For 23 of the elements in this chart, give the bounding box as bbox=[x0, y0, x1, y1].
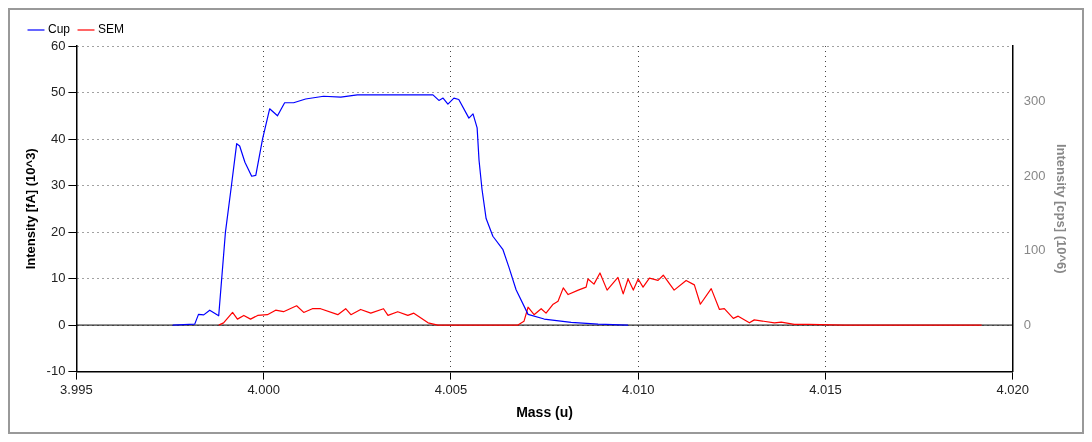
y-tick-label: 10 bbox=[50, 270, 66, 286]
x-tick-label: 3.995 bbox=[60, 381, 93, 397]
y-tick-label: 0 bbox=[58, 316, 66, 332]
x-tick-label: 4.020 bbox=[996, 381, 1029, 397]
y-tick-label: 30 bbox=[50, 177, 66, 193]
y2-tick-label: 0 bbox=[1023, 316, 1031, 332]
x-tick-label: 4.015 bbox=[809, 381, 842, 397]
x-tick-label: 4.000 bbox=[247, 381, 280, 397]
y-tick-label: 20 bbox=[50, 223, 66, 239]
y-axis-title: Intensity [fA] (10^3) bbox=[23, 148, 39, 270]
y2-axis-title: Intensity [cps] (10^6) bbox=[1053, 143, 1069, 274]
y2-tick-label: 300 bbox=[1023, 93, 1046, 109]
y-tick-label: 40 bbox=[50, 130, 66, 146]
legend-label: SEM bbox=[98, 22, 125, 37]
y-tick-label: 60 bbox=[50, 37, 66, 53]
x-axis-title: Mass (u) bbox=[516, 404, 573, 421]
y2-tick-label: 100 bbox=[1023, 242, 1046, 258]
x-tick-label: 4.005 bbox=[434, 381, 468, 397]
y-tick-label: -10 bbox=[46, 363, 66, 379]
y2-tick-label: 200 bbox=[1023, 167, 1046, 183]
y-tick-label: 50 bbox=[50, 84, 66, 100]
legend-label: Cup bbox=[48, 22, 71, 37]
x-tick-label: 4.010 bbox=[621, 381, 655, 397]
